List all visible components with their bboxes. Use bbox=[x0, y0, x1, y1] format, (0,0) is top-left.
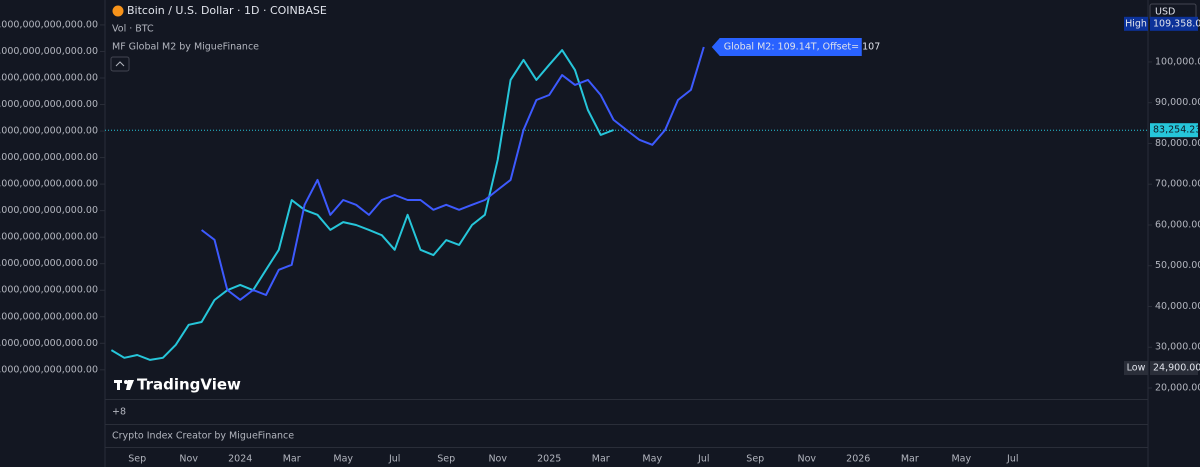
high-tag: High bbox=[1125, 18, 1147, 29]
y-tick-label: 97,000,000,000,000.00 bbox=[0, 364, 98, 375]
collapse-icon bbox=[115, 61, 125, 67]
last-price-box bbox=[1150, 123, 1198, 138]
last-price-label: 83,254.23 bbox=[1153, 125, 1200, 136]
pane-label: +8 bbox=[112, 407, 126, 418]
series-line bbox=[110, 49, 614, 361]
y-tick-label: 105,000,000,000,000.00 bbox=[0, 152, 98, 163]
low-tag-box bbox=[1124, 361, 1148, 376]
y2-tick-label: 40,000.00 bbox=[1155, 301, 1200, 312]
y-tick-label: 100,000,000,000,000.00 bbox=[0, 285, 98, 296]
x-tick-label: May bbox=[333, 454, 353, 465]
high-tag-box bbox=[1124, 16, 1148, 31]
logo-mark bbox=[124, 380, 128, 384]
x-tick-label: Mar bbox=[283, 454, 301, 465]
currency: USD bbox=[1155, 7, 1175, 18]
low-value: 24,900.00 bbox=[1153, 363, 1200, 374]
y2-tick-label: 50,000.00 bbox=[1155, 260, 1200, 271]
volume-label: Vol · BTC bbox=[112, 24, 154, 35]
chart-title: Bitcoin / U.S. Dollar · 1D · COINBASE bbox=[127, 4, 327, 17]
x-tick-label: Sep bbox=[437, 454, 455, 465]
logo-mark bbox=[126, 380, 134, 390]
high-value: 109,358.01 bbox=[1153, 18, 1200, 29]
y-tick-label: 98,000,000,000,000.00 bbox=[0, 338, 98, 349]
logo-text: TradingView bbox=[137, 376, 241, 394]
indicator-label: MF Global M2 by MigueFinance bbox=[112, 42, 259, 53]
y2-tick-label: 20,000.00 bbox=[1155, 382, 1200, 393]
y-tick-label: 102,000,000,000,000.00 bbox=[0, 232, 98, 243]
tooltip-text: Global M2: 109.14T, Offset= 107 bbox=[724, 41, 881, 52]
logo-mark bbox=[117, 380, 120, 390]
y2-tick-label: 80,000.00 bbox=[1155, 138, 1200, 149]
tooltip: Global M2: 109.14T, Offset= 107 bbox=[711, 37, 881, 56]
y2-tick-label: 60,000.00 bbox=[1155, 219, 1200, 230]
logo: TradingView bbox=[114, 376, 241, 394]
x-tick-label: Sep bbox=[746, 454, 764, 465]
y-tick-label: 108,000,000,000,000.00 bbox=[0, 72, 98, 83]
y2-tick-label: 30,000.00 bbox=[1155, 342, 1200, 353]
high-value-box bbox=[1150, 16, 1198, 31]
y2-tick-label: 90,000.00 bbox=[1155, 97, 1200, 108]
x-tick-label: 2024 bbox=[228, 454, 252, 465]
y-tick-label: 109,000,000,000,000.00 bbox=[0, 46, 98, 57]
x-tick-label: Jul bbox=[697, 454, 709, 465]
x-tick-label: 2025 bbox=[537, 454, 561, 465]
x-tick-label: Jul bbox=[1006, 454, 1018, 465]
low-value-box bbox=[1150, 361, 1198, 376]
x-tick-label: Mar bbox=[592, 454, 610, 465]
y-tick-label: 101,000,000,000,000.00 bbox=[0, 258, 98, 269]
x-tick-label: May bbox=[951, 454, 971, 465]
y2-tick-label: 70,000.00 bbox=[1155, 179, 1200, 190]
y-tick-label: 110,000,000,000,000.00 bbox=[0, 19, 98, 30]
x-tick-label: Nov bbox=[179, 454, 198, 465]
x-tick-label: Nov bbox=[797, 454, 816, 465]
x-tick-label: May bbox=[642, 454, 662, 465]
x-tick-label: Mar bbox=[901, 454, 919, 465]
x-tick-label: Nov bbox=[488, 454, 507, 465]
low-tag: Low bbox=[1127, 363, 1146, 374]
x-tick-label: Jul bbox=[388, 454, 400, 465]
y-tick-label: 107,000,000,000,000.00 bbox=[0, 99, 98, 110]
collapse-button[interactable] bbox=[110, 56, 130, 72]
y-tick-label: 104,000,000,000,000.00 bbox=[0, 179, 98, 190]
tooltip-box bbox=[711, 37, 862, 56]
footer: Crypto Index Creator by MigueFinance bbox=[112, 431, 294, 442]
bitcoin-icon bbox=[112, 5, 124, 17]
y-tick-label: 106,000,000,000,000.00 bbox=[0, 126, 98, 137]
x-tick-label: Sep bbox=[128, 454, 146, 465]
y-tick-label: 103,000,000,000,000.00 bbox=[0, 205, 98, 216]
y2-tick-label: 100,000.00 bbox=[1155, 56, 1200, 67]
series-line bbox=[200, 46, 705, 301]
y-tick-label: 99,000,000,000,000.00 bbox=[0, 311, 98, 322]
x-tick-label: 2026 bbox=[846, 454, 870, 465]
